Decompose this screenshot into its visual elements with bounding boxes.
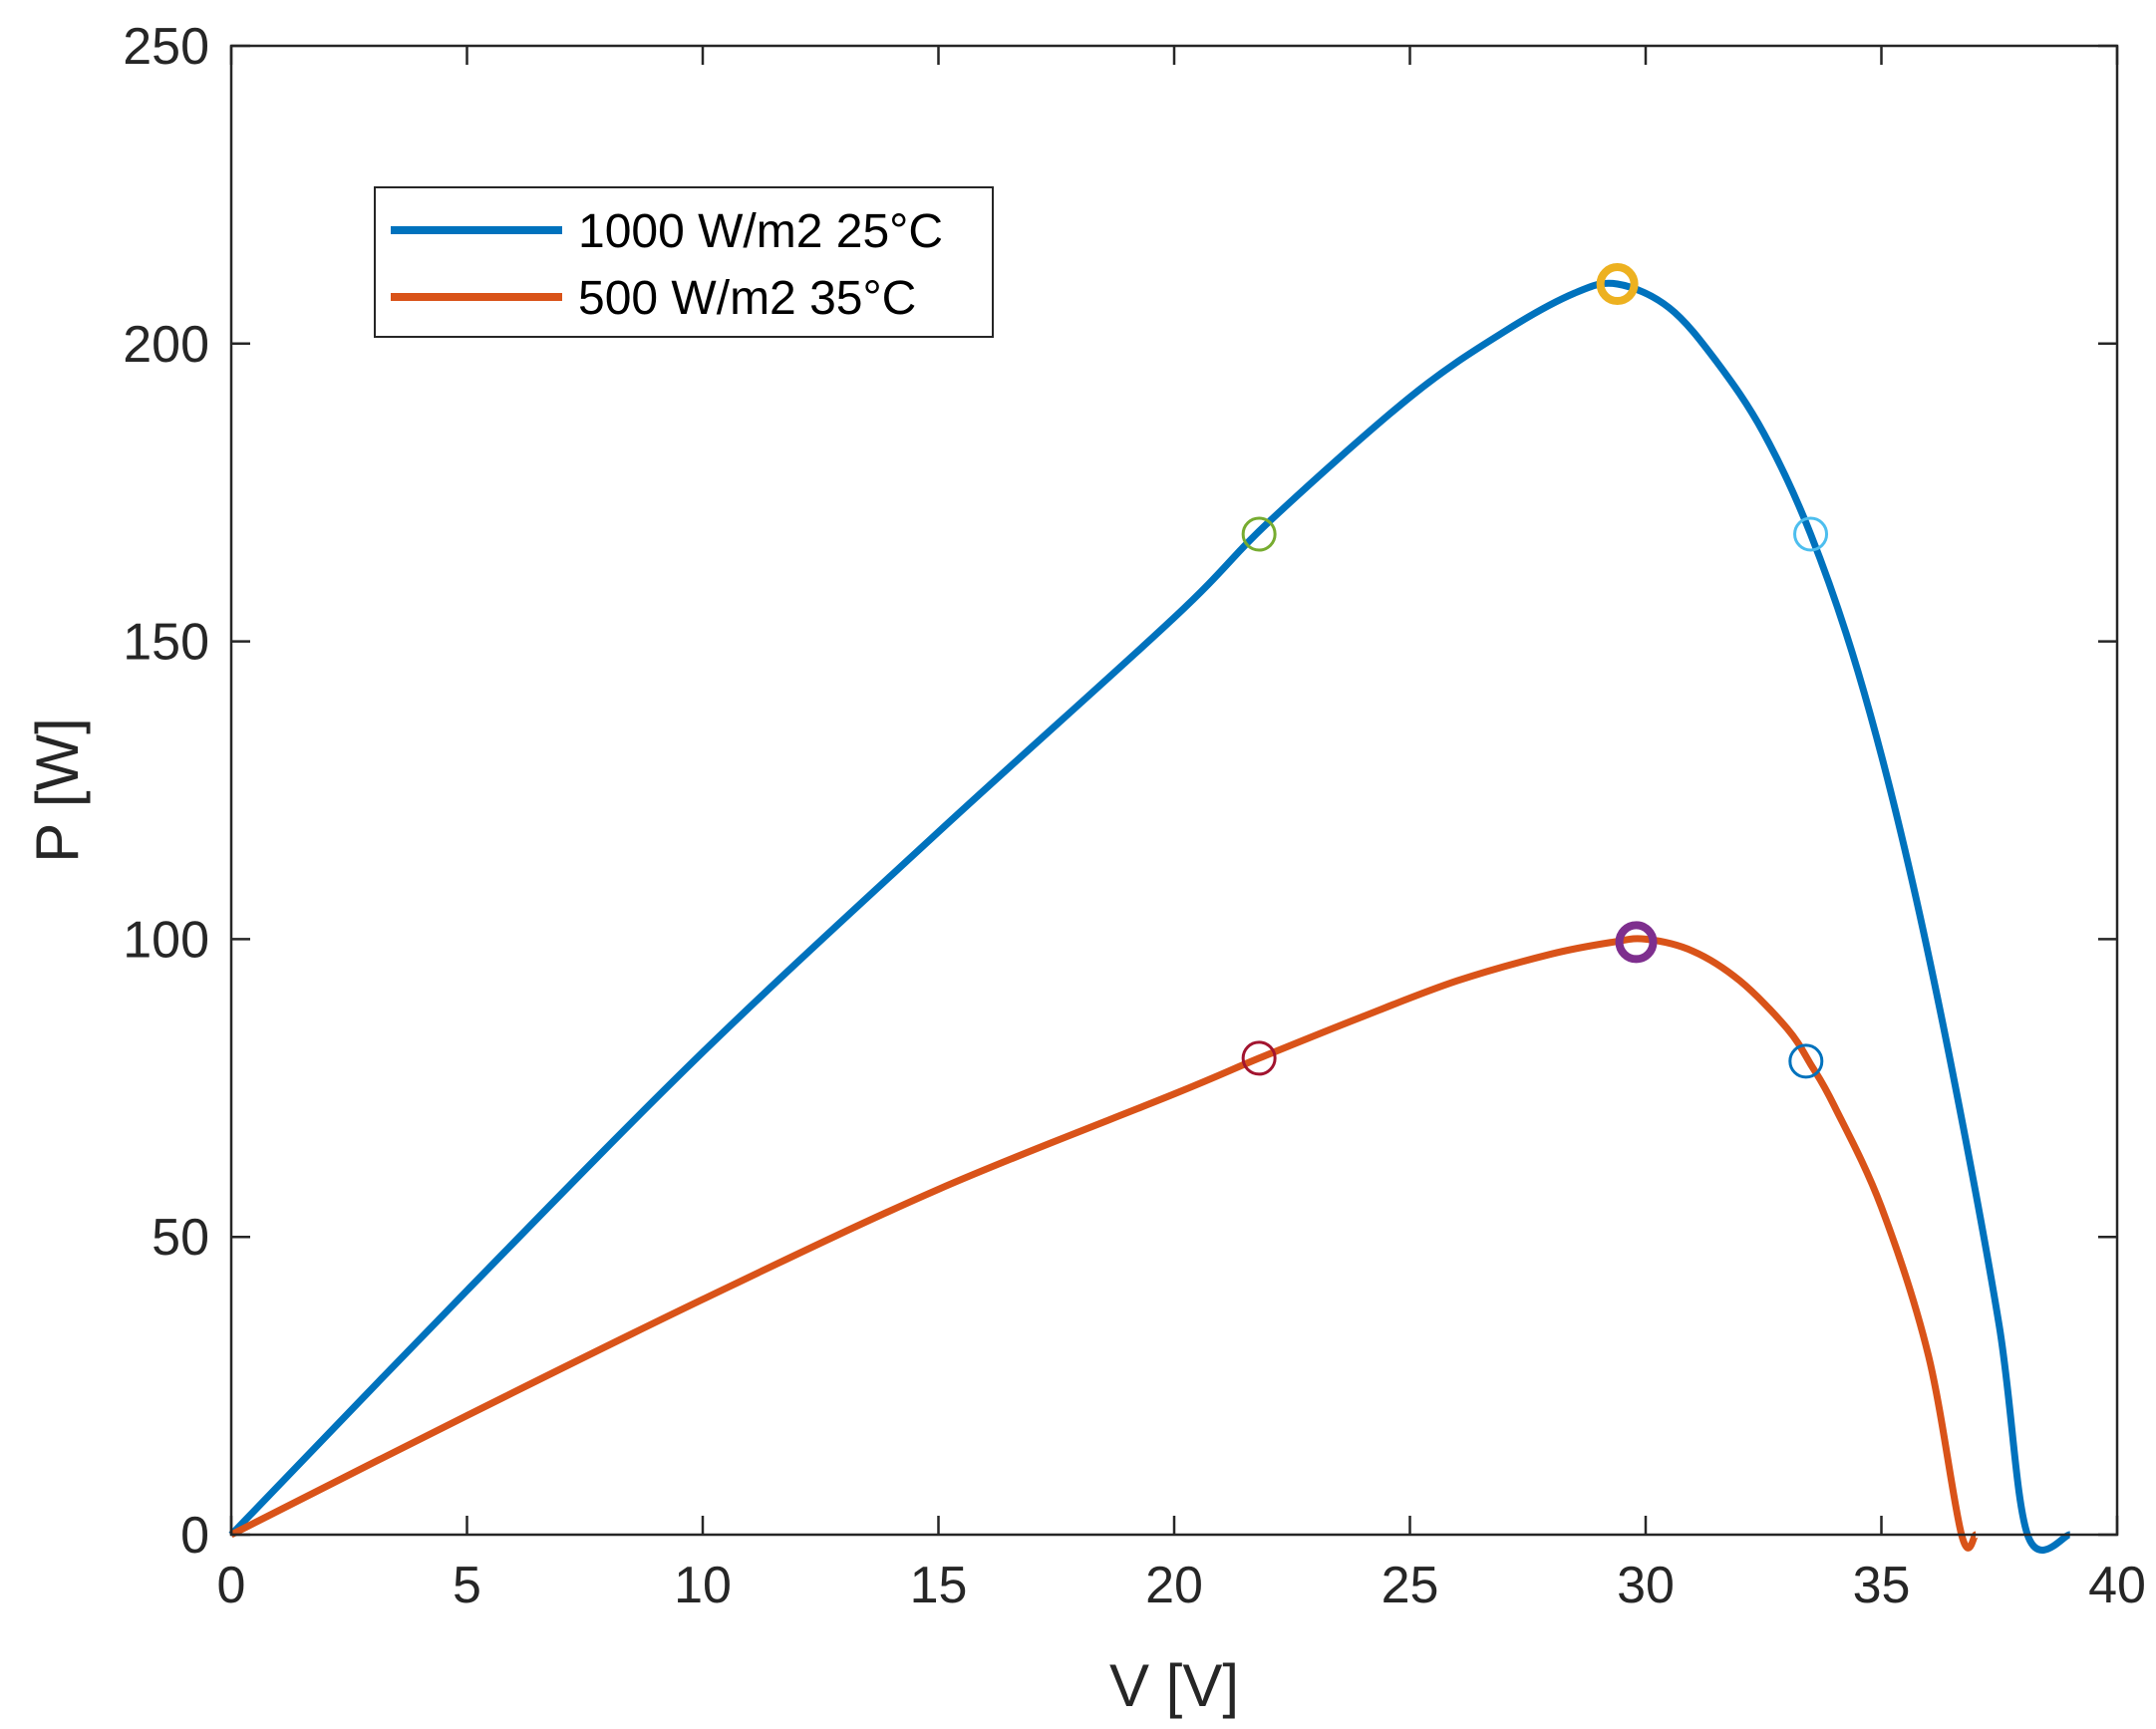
marker-mpp-1000 — [1596, 263, 1639, 306]
x-axis-label: V [V] — [1109, 1652, 1239, 1719]
y-tick-label: 150 — [123, 614, 209, 672]
y-axis-label: P [W] — [24, 718, 91, 863]
x-tick-label: 5 — [453, 1557, 481, 1614]
x-tick-label: 0 — [217, 1557, 246, 1614]
legend-label-500: 500 W/m2 35°C — [578, 272, 916, 325]
x-tick-label: 20 — [1145, 1557, 1203, 1614]
series-layer — [228, 279, 2071, 1554]
marker-blue-500 — [1788, 1043, 1824, 1079]
x-tick-label: 40 — [2088, 1557, 2146, 1614]
y-tick-label: 50 — [152, 1209, 209, 1267]
legend-box — [374, 186, 994, 338]
y-tick-label: 100 — [123, 911, 209, 969]
marker-cyan-1000 — [1793, 516, 1829, 552]
legend: 1000 W/m2 25°C 500 W/m2 35°C — [374, 186, 994, 338]
x-tick-label: 25 — [1382, 1557, 1439, 1614]
tick-layer: 0 5 10 15 20 25 30 35 40 0 50 100 150 200 250 — [123, 18, 2146, 1614]
series-line-1 — [229, 935, 1980, 1552]
x-tick-label: 15 — [910, 1557, 968, 1614]
x-tick-label: 30 — [1617, 1557, 1675, 1614]
legend-label-1000: 1000 W/m2 25°C — [578, 205, 943, 258]
y-tick-label: 250 — [123, 18, 209, 76]
marker-green-1000 — [1241, 516, 1277, 552]
marker-layer — [1241, 263, 1829, 1079]
x-tick-label: 10 — [674, 1557, 732, 1614]
y-tick-label: 200 — [123, 316, 209, 374]
x-tick-label: 35 — [1853, 1557, 1911, 1614]
marker-mpp-500 — [1615, 921, 1658, 964]
y-tick-label: 0 — [180, 1507, 209, 1565]
marker-red-500 — [1241, 1040, 1277, 1076]
series-line-0 — [228, 279, 2071, 1554]
